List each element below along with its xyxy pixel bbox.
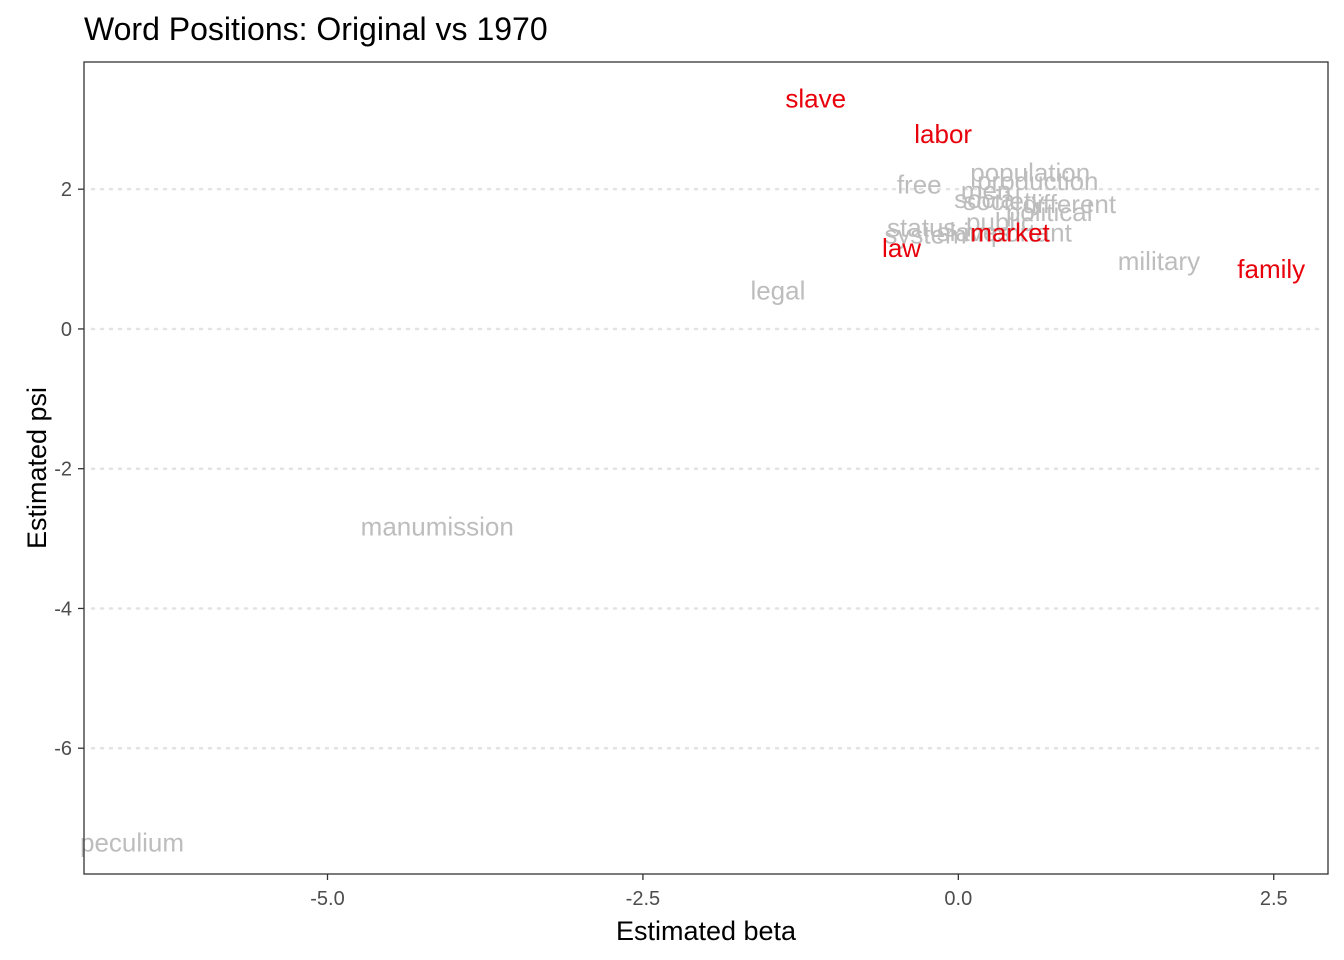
x-tick-label: -5.0	[310, 888, 344, 910]
plot-panel-border	[83, 61, 1329, 875]
word-label-manumission: manumission	[361, 512, 514, 542]
word-label-peculium: peculium	[80, 828, 184, 858]
y-tick-label: 2	[61, 179, 72, 201]
word-label-military: military	[1118, 246, 1200, 276]
chart-title: Word Positions: Original vs 1970	[84, 11, 548, 47]
y-axis-title: Estimated psi	[22, 387, 52, 549]
y-tick-label: -2	[54, 459, 72, 481]
word-label-important: important	[963, 218, 1072, 248]
y-tick-label: -6	[54, 738, 72, 760]
word-label-social: social	[954, 184, 1020, 214]
word-label-political: political	[1006, 197, 1093, 227]
x-tick-label: 0.0	[944, 888, 972, 910]
word-label-production: production	[977, 166, 1098, 196]
word-label-status: status	[887, 213, 956, 243]
word-label-system: system	[884, 220, 966, 250]
word-label-public: public	[966, 207, 1034, 237]
word-label-society: society	[963, 186, 1044, 216]
y-tick-label: 0	[61, 319, 72, 341]
word-label-different: different	[1023, 189, 1117, 219]
word-label-market: market	[970, 218, 1050, 248]
x-tick-label: -2.5	[626, 888, 660, 910]
word-label-slaves: slaves	[937, 217, 1011, 247]
x-tick-label: 2.5	[1260, 888, 1288, 910]
word-label-population: population	[970, 157, 1090, 187]
y-tick-label: -4	[54, 598, 72, 620]
word-label-labor: labor	[914, 119, 972, 149]
word-label-family: family	[1237, 254, 1305, 284]
word-label-legal: legal	[750, 276, 805, 306]
x-axis-title: Estimated beta	[616, 916, 797, 946]
word-label-free: free	[897, 169, 942, 199]
word-label-law: law	[882, 233, 921, 263]
gridlines	[90, 187, 1326, 750]
x-axis-ticks: -5.0 -2.5 0.0 2.5	[310, 874, 1288, 910]
word-labels: peculium manumission legal military free popu…	[80, 83, 1305, 857]
word-label-men: men	[961, 176, 1012, 206]
y-axis-ticks: -6 -4 -2 0 2	[54, 179, 84, 760]
word-label-slave: slave	[785, 83, 846, 113]
